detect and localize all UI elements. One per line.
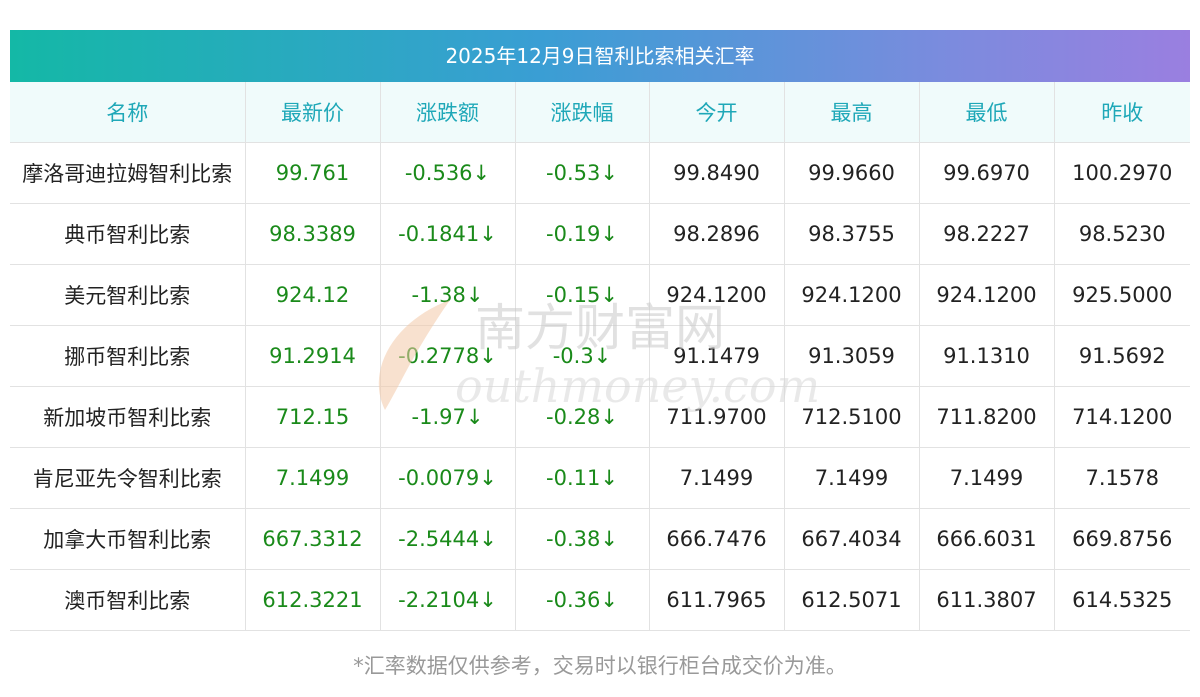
cell-open: 666.7476 <box>649 508 785 570</box>
table-row: 挪币智利比索 91.2914 -0.2778↓ -0.3↓ 91.1479 91.3059… <box>10 325 1190 387</box>
cell-prev-close: 669.8756 <box>1054 508 1190 570</box>
header-high: 最高 <box>784 82 920 143</box>
cell-prev-close: 7.1578 <box>1054 447 1190 509</box>
cell-low: 7.1499 <box>919 447 1055 509</box>
cell-latest: 924.12 <box>245 264 381 326</box>
cell-high: 91.3059 <box>784 325 920 387</box>
cell-change-pct: -0.53↓ <box>515 142 650 204</box>
cell-change: -0.536↓ <box>380 142 516 204</box>
cell-prev-close: 91.5692 <box>1054 325 1190 387</box>
cell-high: 612.5071 <box>784 569 920 631</box>
cell-low: 98.2227 <box>919 203 1055 265</box>
cell-change-pct: -0.38↓ <box>515 508 650 570</box>
cell-low: 711.8200 <box>919 386 1055 448</box>
cell-low: 666.6031 <box>919 508 1055 570</box>
table-row: 肯尼亚先令智利比索 7.1499 -0.0079↓ -0.11↓ 7.1499 7.149… <box>10 447 1190 509</box>
cell-high: 98.3755 <box>784 203 920 265</box>
cell-open: 99.8490 <box>649 142 785 204</box>
cell-low: 99.6970 <box>919 142 1055 204</box>
cell-change: -0.2778↓ <box>380 325 516 387</box>
cell-open: 711.9700 <box>649 386 785 448</box>
cell-low: 91.1310 <box>919 325 1055 387</box>
cell-change-pct: -0.11↓ <box>515 447 650 509</box>
header-name: 名称 <box>10 82 246 143</box>
cell-latest: 99.761 <box>245 142 381 204</box>
cell-high: 7.1499 <box>784 447 920 509</box>
cell-high: 99.9660 <box>784 142 920 204</box>
header-change: 涨跌额 <box>380 82 516 143</box>
cell-prev-close: 614.5325 <box>1054 569 1190 631</box>
cell-open: 91.1479 <box>649 325 785 387</box>
cell-high: 712.5100 <box>784 386 920 448</box>
rates-panel: 2025年12月9日智利比索相关汇率 名称 最新价 涨跌额 涨跌幅 今开 最高 … <box>10 30 1190 631</box>
cell-open: 611.7965 <box>649 569 785 631</box>
disclaimer-note: *汇率数据仅供参考，交易时以银行柜台成交价为准。 <box>353 654 847 678</box>
cell-name: 肯尼亚先令智利比索 <box>10 447 246 509</box>
cell-low: 611.3807 <box>919 569 1055 631</box>
cell-open: 98.2896 <box>649 203 785 265</box>
cell-latest: 98.3389 <box>245 203 381 265</box>
cell-high: 924.1200 <box>784 264 920 326</box>
cell-name: 加拿大币智利比索 <box>10 508 246 570</box>
cell-name: 新加坡币智利比索 <box>10 386 246 448</box>
cell-change-pct: -0.28↓ <box>515 386 650 448</box>
cell-latest: 612.3221 <box>245 569 381 631</box>
cell-latest: 712.15 <box>245 386 381 448</box>
cell-latest: 667.3312 <box>245 508 381 570</box>
cell-change-pct: -0.3↓ <box>515 325 650 387</box>
cell-change: -1.38↓ <box>380 264 516 326</box>
cell-name: 典币智利比索 <box>10 203 246 265</box>
cell-prev-close: 714.1200 <box>1054 386 1190 448</box>
cell-change: -0.0079↓ <box>380 447 516 509</box>
table-row: 加拿大币智利比索 667.3312 -2.5444↓ -0.38↓ 666.7476 66… <box>10 508 1190 570</box>
cell-change-pct: -0.36↓ <box>515 569 650 631</box>
cell-low: 924.1200 <box>919 264 1055 326</box>
table-row: 新加坡币智利比索 712.15 -1.97↓ -0.28↓ 711.9700 712.51… <box>10 386 1190 448</box>
table-row: 摩洛哥迪拉姆智利比索 99.761 -0.536↓ -0.53↓ 99.8490 99.9… <box>10 142 1190 204</box>
table-row: 澳币智利比索 612.3221 -2.2104↓ -0.36↓ 611.7965 612.… <box>10 569 1190 631</box>
header-prev-close: 昨收 <box>1054 82 1190 143</box>
cell-prev-close: 98.5230 <box>1054 203 1190 265</box>
header-latest: 最新价 <box>245 82 381 143</box>
header-change-pct: 涨跌幅 <box>515 82 650 143</box>
table-row: 美元智利比索 924.12 -1.38↓ -0.15↓ 924.1200 924.1200… <box>10 264 1190 326</box>
header-open: 今开 <box>649 82 785 143</box>
cell-open: 924.1200 <box>649 264 785 326</box>
cell-change: -1.97↓ <box>380 386 516 448</box>
table-row: 典币智利比索 98.3389 -0.1841↓ -0.19↓ 98.2896 98.375… <box>10 203 1190 265</box>
cell-high: 667.4034 <box>784 508 920 570</box>
cell-change: -0.1841↓ <box>380 203 516 265</box>
cell-name: 挪币智利比索 <box>10 325 246 387</box>
header-low: 最低 <box>919 82 1055 143</box>
cell-name: 澳币智利比索 <box>10 569 246 631</box>
cell-prev-close: 100.2970 <box>1054 142 1190 204</box>
cell-change: -2.5444↓ <box>380 508 516 570</box>
cell-change-pct: -0.15↓ <box>515 264 650 326</box>
cell-latest: 7.1499 <box>245 447 381 509</box>
cell-name: 美元智利比索 <box>10 264 246 326</box>
cell-name: 摩洛哥迪拉姆智利比索 <box>10 142 246 204</box>
table-title: 2025年12月9日智利比索相关汇率 <box>10 30 1190 82</box>
cell-open: 7.1499 <box>649 447 785 509</box>
cell-change-pct: -0.19↓ <box>515 203 650 265</box>
cell-latest: 91.2914 <box>245 325 381 387</box>
cell-change: -2.2104↓ <box>380 569 516 631</box>
cell-prev-close: 925.5000 <box>1054 264 1190 326</box>
rates-table: 名称 最新价 涨跌额 涨跌幅 今开 最高 最低 昨收 摩洛哥迪拉姆智利比索 99.… <box>10 82 1190 631</box>
table-header-row: 名称 最新价 涨跌额 涨跌幅 今开 最高 最低 昨收 <box>10 82 1190 143</box>
